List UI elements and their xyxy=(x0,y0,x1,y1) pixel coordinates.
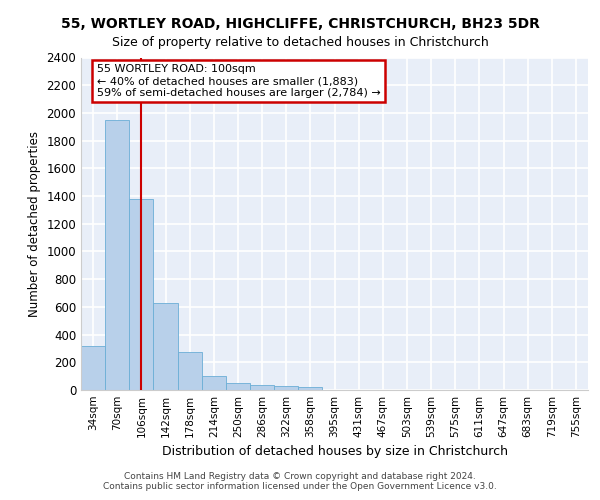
Bar xyxy=(105,120,129,390)
Text: 55 WORTLEY ROAD: 100sqm
← 40% of detached houses are smaller (1,883)
59% of semi: 55 WORTLEY ROAD: 100sqm ← 40% of detache… xyxy=(97,64,380,98)
Bar xyxy=(178,352,202,390)
Text: 55, WORTLEY ROAD, HIGHCLIFFE, CHRISTCHURCH, BH23 5DR: 55, WORTLEY ROAD, HIGHCLIFFE, CHRISTCHUR… xyxy=(61,18,539,32)
Bar xyxy=(298,387,322,390)
Bar xyxy=(226,383,250,390)
Y-axis label: Number of detached properties: Number of detached properties xyxy=(28,130,41,317)
Text: Contains HM Land Registry data © Crown copyright and database right 2024.: Contains HM Land Registry data © Crown c… xyxy=(124,472,476,481)
Bar xyxy=(274,386,298,390)
Bar xyxy=(129,199,154,390)
X-axis label: Distribution of detached houses by size in Christchurch: Distribution of detached houses by size … xyxy=(161,446,508,458)
Bar xyxy=(154,302,178,390)
Bar xyxy=(250,385,274,390)
Bar xyxy=(202,376,226,390)
Text: Size of property relative to detached houses in Christchurch: Size of property relative to detached ho… xyxy=(112,36,488,49)
Bar xyxy=(81,346,105,390)
Text: Contains public sector information licensed under the Open Government Licence v3: Contains public sector information licen… xyxy=(103,482,497,491)
